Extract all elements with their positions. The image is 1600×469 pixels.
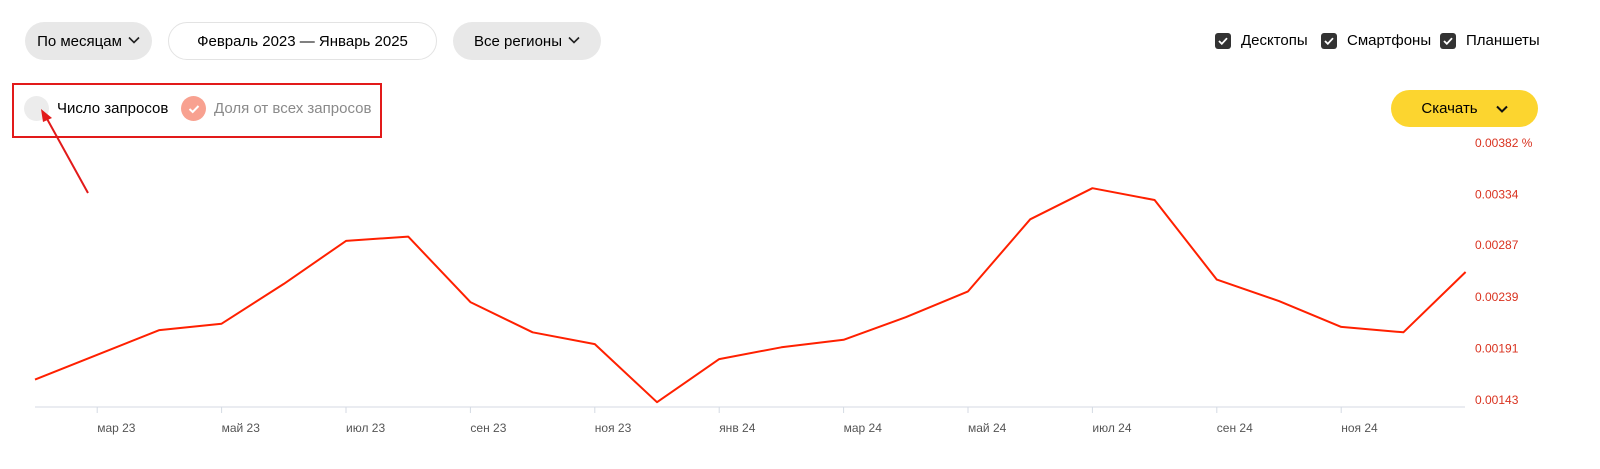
data-point [717, 357, 721, 361]
data-point [220, 322, 224, 326]
data-point [1028, 217, 1032, 221]
data-point [1464, 270, 1468, 274]
x-tick-label: мар 23 [97, 421, 136, 435]
x-tick-label: ноя 23 [595, 421, 632, 435]
data-point [779, 345, 783, 349]
data-point [1090, 186, 1094, 190]
data-point [1339, 325, 1343, 329]
data-point [655, 400, 659, 404]
data-point [95, 353, 99, 357]
data-point [1401, 330, 1405, 334]
y-tick-label: 0.00143 [1475, 393, 1519, 407]
data-point [1153, 198, 1157, 202]
data-point [282, 282, 286, 286]
data-point [1215, 278, 1219, 282]
y-tick-label: 0.00191 [1475, 341, 1519, 355]
x-tick-label: май 24 [968, 421, 1007, 435]
data-point [157, 328, 161, 332]
y-tick-label: 0.00334 [1475, 188, 1519, 202]
x-tick-label: июл 24 [1092, 421, 1131, 435]
data-point [531, 330, 535, 334]
x-tick-label: ноя 24 [1341, 421, 1378, 435]
data-point [344, 239, 348, 243]
y-tick-label: 0.00239 [1475, 290, 1519, 304]
x-tick-label: май 23 [222, 421, 261, 435]
data-point [842, 338, 846, 342]
x-tick-label: мар 24 [844, 421, 883, 435]
data-point [406, 235, 410, 239]
data-point [904, 315, 908, 319]
data-point [966, 289, 970, 293]
x-tick-label: сен 23 [470, 421, 506, 435]
x-tick-label: янв 24 [719, 421, 756, 435]
x-tick-label: июл 23 [346, 421, 385, 435]
data-point [593, 342, 597, 346]
x-tick-label: сен 24 [1217, 421, 1253, 435]
y-tick-label: 0.00287 [1475, 238, 1519, 252]
data-point [468, 300, 472, 304]
series-line [35, 188, 1466, 402]
y-tick-label: 0.00382 % [1475, 136, 1533, 150]
data-point [33, 378, 37, 382]
data-point [1277, 299, 1281, 303]
